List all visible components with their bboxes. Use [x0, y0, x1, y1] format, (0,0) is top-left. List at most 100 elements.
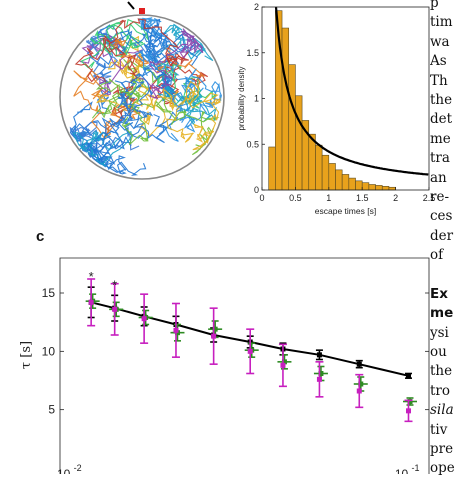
body-text-line: an: [430, 169, 447, 186]
exit-arrow-icon: [127, 1, 135, 10]
histogram-bar: [315, 144, 323, 191]
data-point: [358, 381, 364, 387]
body-text-line: Ex: [430, 285, 448, 302]
body-text-line: tro: [430, 382, 451, 399]
histogram-bar: [321, 154, 330, 191]
x-tick-label: 0.5: [289, 193, 302, 203]
trajectory-path: [151, 23, 214, 62]
fit-curve: [274, 6, 429, 176]
body-text-line: wa: [430, 33, 450, 50]
panel-label-c: c: [36, 228, 44, 245]
trajectory-path: [109, 58, 158, 114]
trajectory-path: [141, 95, 220, 156]
y-tick-label: 0.5: [246, 139, 259, 149]
body-text-line: Th: [430, 72, 448, 89]
histogram-bar: [361, 182, 370, 191]
trajectory-path: [157, 83, 218, 125]
trajectory-panel: [59, 1, 225, 180]
data-point: [247, 348, 253, 354]
data-point: [88, 299, 94, 305]
data-point: [280, 362, 286, 368]
trajectory-path: [91, 78, 149, 146]
body-text-line: der: [430, 227, 454, 244]
data-point: [316, 352, 322, 358]
y-axis-label: probability density: [237, 66, 246, 130]
x-tick-label: 0: [259, 193, 264, 203]
data-point: [281, 359, 287, 365]
y-tick-label: 0: [254, 185, 259, 195]
body-text-line: ces: [430, 208, 453, 225]
x-tick-label: 2: [393, 193, 398, 203]
data-point: [112, 306, 118, 312]
data-point: [407, 399, 413, 404]
body-text-line: sila: [430, 402, 454, 419]
body-text-line: the: [430, 91, 453, 108]
body-text-line: pre: [430, 440, 454, 457]
body-text-line: p: [430, 0, 439, 11]
y-tick-label: 15: [42, 286, 56, 300]
body-text-column: p tim wa As Th the det me tra an re-ces der of Ex me y…: [430, 0, 474, 479]
data-point: [173, 327, 179, 333]
body-text-line: the: [430, 363, 453, 380]
trajectory-path: [118, 18, 163, 54]
body-text-line: tiv: [430, 421, 448, 438]
data-series: [87, 278, 413, 423]
arena-boundary: [59, 14, 225, 180]
data-point: [405, 408, 411, 414]
body-text-line: ope: [430, 460, 455, 477]
data-point: [141, 316, 147, 322]
data-point: [356, 388, 362, 394]
histogram-bar: [295, 95, 303, 191]
y-tick-label: 1: [254, 94, 259, 104]
body-text-line: tra: [430, 150, 450, 167]
x-axis-label: escape times [s]: [315, 206, 376, 216]
body-text-line: det: [430, 111, 453, 128]
trajectory-path: [96, 87, 195, 143]
histogram-bar: [328, 163, 336, 191]
y-tick-label: 5: [48, 403, 55, 417]
y-tick-label: 10: [42, 344, 56, 358]
data-point: [318, 371, 324, 376]
trajectory-path: [86, 142, 147, 176]
data-point: [211, 333, 217, 339]
body-text-line: tim: [430, 14, 453, 31]
body-text-line: ysi: [430, 324, 449, 341]
histogram-panel: 0 0.5 1 1.5 2 2.5 0 0.5 1 1.5 2 escape times [s] pro…: [237, 2, 435, 216]
histogram-bar: [335, 169, 343, 191]
body-text-line: As: [430, 53, 447, 70]
significance-asterisk: *: [89, 269, 94, 284]
x-tick-label: 1: [326, 193, 331, 203]
trend-line: [90, 301, 409, 377]
x-tick-label: 2.5: [423, 193, 436, 203]
trajectory-path: [74, 18, 186, 83]
histogram-bar: [381, 186, 390, 191]
data-point: [356, 361, 362, 367]
significance-asterisk: *: [112, 277, 117, 292]
histogram-bar: [388, 186, 396, 191]
data-point: [212, 326, 218, 332]
tau-axes-box: [59, 257, 430, 474]
histogram-bar: [355, 180, 363, 191]
histogram-bar: [268, 146, 276, 191]
body-text-line: me: [430, 305, 454, 322]
y-tick-label: 1.5: [246, 48, 259, 58]
body-text-line: [430, 265, 474, 284]
histogram-bar: [348, 177, 356, 191]
histogram-bar: [368, 184, 376, 191]
x-tick-label: 1.5: [356, 193, 369, 203]
x-tick-exponent: -1: [411, 463, 419, 473]
x-tick-exponent: -2: [74, 463, 82, 473]
body-text-line: of: [430, 247, 444, 264]
histogram-bar: [375, 185, 383, 191]
x-tick-label: 10: [395, 467, 409, 474]
x-tick-label: 10: [57, 467, 71, 474]
y-axis-label: τ [s]: [19, 341, 34, 369]
trajectory-path: [124, 78, 179, 144]
trajectory-path: [86, 110, 134, 161]
body-text-line: me: [430, 130, 451, 147]
y-tick-label: 2: [254, 2, 259, 12]
trajectory-path: [138, 28, 204, 100]
body-text-line: re-: [430, 188, 450, 205]
